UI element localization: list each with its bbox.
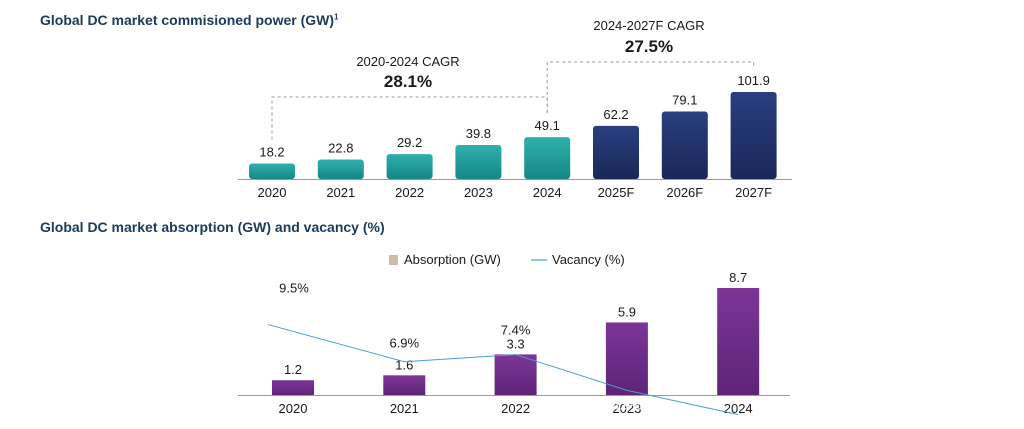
chart2-vacancy-label-2022: 7.4% (501, 323, 531, 338)
chart1-bar-2024 (524, 137, 571, 179)
chart1-bar-2022 (386, 154, 433, 179)
chart1-value-label-2027F: 101.9 (737, 73, 770, 88)
chart1-cagr-bracket-2020-2024 (271, 96, 548, 140)
chart1-bar-2021 (317, 159, 364, 179)
chart1-value-label-2024: 49.1 (535, 118, 560, 133)
chart1-cagr-label-2020-2024: 2020-2024 CAGR (356, 54, 459, 69)
chart2-bar-2024 (717, 288, 760, 395)
chart1-x-tick-2026F: 2026F (666, 185, 703, 200)
chart2-legend-label-vacancy: Vacancy (%) (552, 252, 625, 267)
chart1-cagr-value-2024-2027: 27.5% (625, 37, 673, 56)
chart2-bar-label-2020: 1.2 (284, 362, 302, 377)
chart2-vacancy-label-2023: 4.9% (612, 397, 642, 412)
chart1-cagr-value-2020-2024: 28.1% (384, 72, 432, 91)
chart1-bar-2026F (661, 111, 708, 179)
chart2-legend-label-absorption: Absorption (GW) (404, 252, 501, 267)
chart2-bar-2022 (494, 354, 537, 395)
chart1-value-label-2022: 29.2 (397, 135, 422, 150)
chart1-value-label-2025F: 62.2 (603, 107, 628, 122)
chart1-bar-2020 (249, 163, 295, 179)
chart1-title: Global DC market commisioned power (GW)1 (40, 12, 339, 28)
chart1-x-tick-2020: 2020 (258, 185, 287, 200)
chart1-x-tick-2024: 2024 (533, 185, 562, 200)
chart2-vacancy-label-2021: 6.9% (389, 336, 419, 351)
chart1-bar-2025F (593, 125, 639, 179)
chart2-bar-2020 (272, 380, 314, 395)
chart2-x-tick-2024: 2024 (724, 401, 753, 416)
chart1-value-label-2020: 18.2 (259, 144, 284, 159)
chart1-x-tick-2027F: 2027F (735, 185, 772, 200)
chart2-bar-2021 (383, 375, 426, 395)
chart1-value-label-2023: 39.8 (466, 126, 491, 141)
chart1-x-tick-2023: 2023 (464, 185, 493, 200)
chart1-x-tick-2021: 2021 (326, 185, 355, 200)
chart2-bar-2023 (605, 322, 648, 395)
chart2-x-tick-2022: 2022 (501, 401, 530, 416)
chart1-cagr-label-2024-2027: 2024-2027F CAGR (593, 18, 704, 33)
chart1-x-tick-2025F: 2025F (598, 185, 635, 200)
chart2-bar-label-2023: 5.9 (618, 304, 636, 319)
chart2-legend-swatch-absorption (389, 255, 398, 265)
chart2-x-tick-2021: 2021 (390, 401, 419, 416)
chart2-x-tick-2023: 2023 (612, 401, 641, 416)
chart2-x-tick-2020: 2020 (279, 401, 308, 416)
chart1-x-tick-2022: 2022 (395, 185, 424, 200)
chart1-value-label-2026F: 79.1 (672, 92, 697, 107)
chart1-bar-2027F (730, 92, 777, 179)
chart2-bar-label-2024: 8.7 (729, 270, 747, 285)
chart2-vacancy-label-2024: 3.2% (723, 421, 753, 429)
chart1-title-superscript: 1 (334, 12, 339, 22)
chart2-bar-label-2022: 3.3 (507, 336, 525, 351)
chart2-title: Global DC market absorption (GW) and vac… (40, 219, 385, 235)
chart1-cagr-bracket-2024-2027 (546, 61, 755, 114)
chart1-bar-2023 (455, 145, 502, 179)
chart1-value-label-2021: 22.8 (328, 141, 353, 156)
chart2-vacancy-label-2020: 9.5% (279, 281, 309, 296)
chart2-vacancy-line (267, 324, 739, 416)
